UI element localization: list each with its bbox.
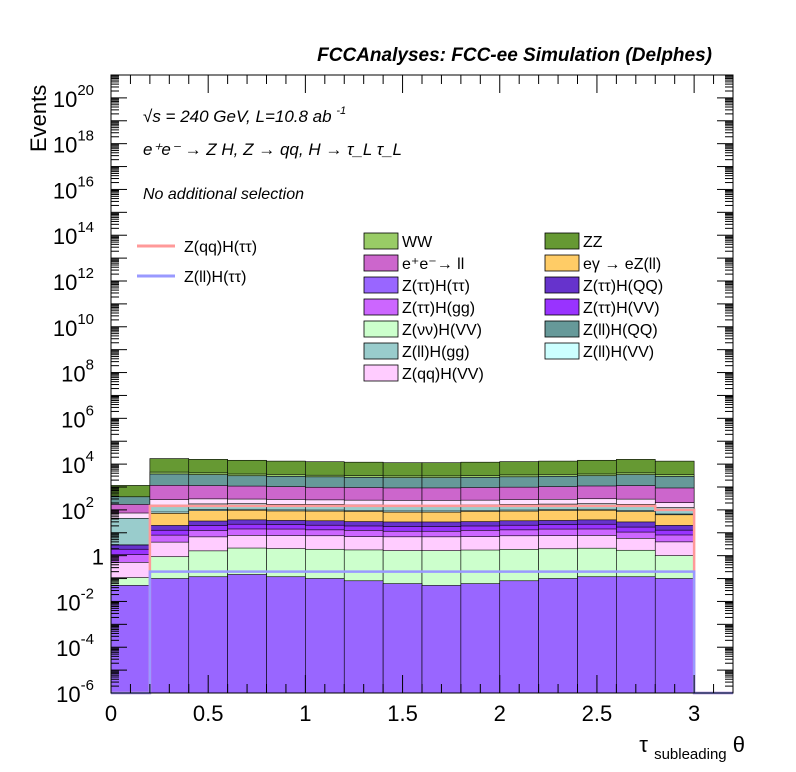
legend-swatch bbox=[363, 254, 399, 272]
legend-label: Z(ll)H(QQ) bbox=[583, 322, 658, 339]
x-tick-label: 1.5 bbox=[387, 701, 418, 726]
stack-bar bbox=[227, 574, 267, 694]
y-tick-label: 10-2 bbox=[56, 585, 94, 615]
legend-label: Z(ll)H(VV) bbox=[583, 344, 654, 361]
y-tick-label: 10-4 bbox=[56, 631, 94, 661]
legend-swatch bbox=[544, 276, 580, 294]
x-axis-label-sub: subleading bbox=[654, 746, 727, 763]
legend-swatch bbox=[363, 364, 399, 382]
signal-line bbox=[111, 504, 733, 695]
legend-line-label: Z(qq)H(ττ) bbox=[184, 239, 257, 256]
stacked-histogram bbox=[110, 458, 695, 694]
stack-bar bbox=[654, 578, 695, 694]
stack-bar bbox=[421, 585, 462, 694]
legend-swatch bbox=[363, 342, 399, 360]
legend-label: e⁺e⁻→ ll bbox=[402, 256, 464, 273]
legend-swatch bbox=[544, 298, 580, 316]
annotation-selection: No additional selection bbox=[143, 186, 304, 203]
stack-bar bbox=[343, 580, 384, 694]
x-axis: 0 0.5 1 1.5 2 2.5 3 bbox=[105, 75, 734, 726]
legend-label: Z(ττ)H(QQ) bbox=[583, 278, 663, 295]
legend-line-label: Z(ll)H(ττ) bbox=[184, 269, 246, 286]
legend-swatch bbox=[544, 342, 580, 360]
x-axis-label-main: τ bbox=[639, 732, 648, 757]
stack-bar bbox=[266, 576, 306, 694]
y-tick-label: 10-6 bbox=[56, 677, 94, 707]
legend-lines: Z(qq)H(ττ) Z(ll)H(ττ) bbox=[137, 239, 257, 286]
legend-swatch bbox=[544, 254, 580, 272]
y-tick-label: 1018 bbox=[53, 128, 94, 158]
y-tick-label: 104 bbox=[61, 448, 94, 478]
x-axis-label: τ subleading θ bbox=[639, 732, 745, 764]
legend-label: Z(ττ)H(gg) bbox=[402, 300, 475, 317]
x-tick-label: 2 bbox=[494, 701, 506, 726]
legend-label: Z(νν)H(VV) bbox=[402, 322, 482, 339]
x-tick-label: 0 bbox=[105, 701, 117, 726]
x-tick-label: 1 bbox=[299, 701, 311, 726]
legend-fills: WW ZZ e⁺e⁻→ ll eγ → eZ(ll) Z(ττ)H(ττ) Z(ττ)H(… bbox=[363, 232, 663, 383]
x-axis-label-tail: θ bbox=[733, 732, 745, 757]
x-tick-label: 3 bbox=[688, 701, 700, 726]
annotation-energy: √s = 240 GeV, L=10.8 ab -1 bbox=[143, 105, 346, 126]
signal-line bbox=[111, 570, 733, 695]
legend-label: Z(qq)H(VV) bbox=[402, 366, 484, 383]
y-tick-label: 1010 bbox=[53, 311, 94, 341]
y-axis: 10-6 10-4 10-2 1 102 104 106 108 1010 1012 1014 101… bbox=[53, 74, 733, 707]
y-tick-label: 1012 bbox=[53, 265, 94, 295]
legend-label: Z(ττ)H(VV) bbox=[583, 300, 660, 317]
legend-label: WW bbox=[402, 234, 433, 251]
legend-label: eγ → eZ(ll) bbox=[583, 256, 661, 273]
x-tick-label: 0.5 bbox=[193, 701, 224, 726]
x-tick-label: 2.5 bbox=[582, 701, 613, 726]
stack-bar bbox=[538, 578, 578, 694]
chart-title: FCCAnalyses: FCC-ee Simulation (Delphes) bbox=[317, 45, 712, 66]
y-axis-label: Events bbox=[26, 85, 51, 152]
y-tick-label: 106 bbox=[61, 402, 94, 432]
annotation-process: e⁺e⁻ → Z H, Z → qq, H → τ_L τ_L bbox=[143, 140, 402, 159]
legend-swatch bbox=[363, 320, 399, 338]
y-tick-label: 1014 bbox=[53, 219, 94, 249]
legend-label: Z(ll)H(gg) bbox=[402, 344, 470, 361]
stack-bar bbox=[577, 576, 617, 694]
legend-swatch bbox=[544, 320, 580, 338]
y-tick-label: 1 bbox=[92, 545, 104, 570]
stack-bar bbox=[460, 583, 501, 694]
y-tick-label: 1020 bbox=[53, 82, 94, 112]
legend-label: ZZ bbox=[583, 234, 603, 251]
stack-bar bbox=[499, 580, 539, 694]
y-tick-label: 102 bbox=[61, 494, 94, 524]
annotations: √s = 240 GeV, L=10.8 ab -1 e⁺e⁻ → Z H, Z… bbox=[143, 105, 402, 203]
stack-bar bbox=[305, 578, 345, 694]
legend-swatch bbox=[363, 276, 399, 294]
legend-label: Z(ττ)H(ττ) bbox=[402, 278, 470, 295]
y-tick-label: 1016 bbox=[53, 173, 94, 203]
signal-lines bbox=[111, 504, 733, 695]
y-tick-label: 108 bbox=[61, 357, 94, 387]
stack-bar bbox=[616, 576, 656, 694]
legend-swatch bbox=[363, 298, 399, 316]
stack-bar bbox=[149, 578, 190, 694]
legend-swatch bbox=[544, 232, 580, 250]
legend-swatch bbox=[363, 232, 399, 250]
